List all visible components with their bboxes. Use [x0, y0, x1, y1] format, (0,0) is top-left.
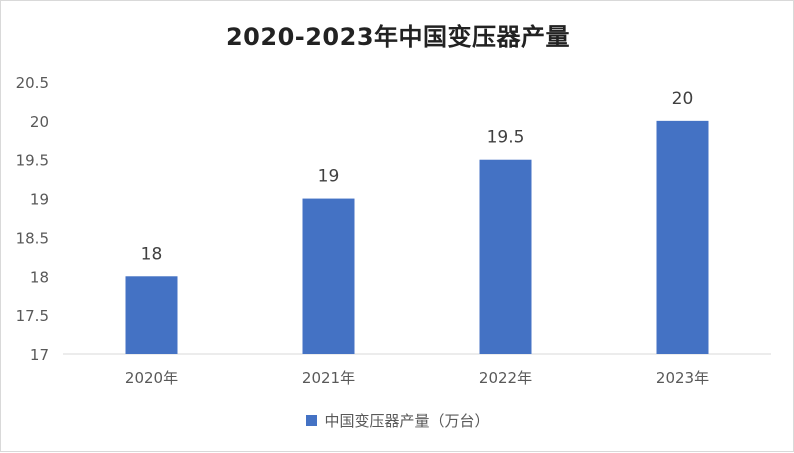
y-tick-label: 17 [30, 346, 49, 364]
bar [302, 198, 355, 354]
chart-legend: 中国变压器产量（万台） [1, 410, 794, 431]
y-tick-label: 17.5 [16, 307, 49, 325]
legend-swatch [306, 415, 318, 426]
y-tick-label: 19.5 [16, 152, 49, 170]
y-tick-label: 18 [30, 268, 49, 286]
y-tick-label: 19 [30, 191, 49, 209]
y-tick-label: 18.5 [16, 229, 49, 247]
bar [479, 159, 532, 354]
x-tick-label: 2022年 [479, 369, 532, 387]
x-tick-label: 2020年 [125, 369, 178, 387]
y-tick-label: 20.5 [16, 74, 49, 92]
bar [656, 120, 709, 354]
data-label: 19 [318, 167, 340, 187]
data-label: 20 [672, 89, 694, 109]
x-tick-label: 2021年 [302, 369, 355, 387]
data-label: 18 [141, 244, 163, 264]
x-tick-label: 2023年 [656, 369, 709, 387]
legend-label: 中国变压器产量（万台） [324, 412, 490, 430]
chart-title: 2020-2023年中国变压器产量 [225, 23, 571, 51]
y-tick-label: 20 [30, 113, 49, 131]
data-label: 19.5 [487, 128, 525, 148]
bar [125, 276, 178, 354]
